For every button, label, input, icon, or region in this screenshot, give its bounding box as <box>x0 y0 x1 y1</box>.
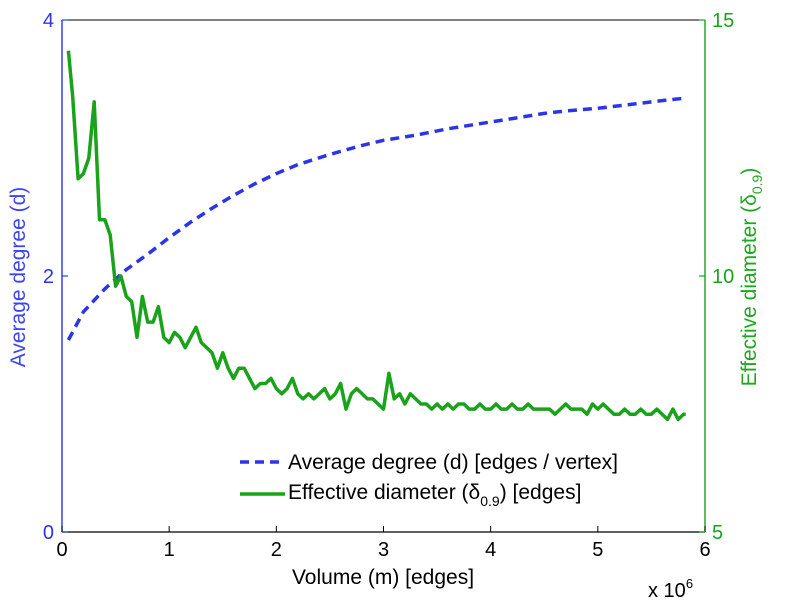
right-y-tick-label: 5 <box>712 522 723 544</box>
series-layer <box>66 50 686 422</box>
right-y-axis-label-end: ) <box>738 168 761 175</box>
x-axis-scale-factor: x 106 <box>648 576 693 600</box>
right-y-tick-label: 15 <box>712 10 734 32</box>
x-tick-label: 6 <box>699 539 710 561</box>
x-tick-label: 2 <box>271 539 282 561</box>
x-tick-label: 0 <box>56 539 67 561</box>
legend-label-subscript: 0.9 <box>480 493 500 509</box>
x-tick-label: 1 <box>164 539 175 561</box>
left-y-tick-label: 4 <box>43 10 54 32</box>
x-tick-label: 4 <box>485 539 496 561</box>
legend: Average degree (d) [edges / vertex] Effe… <box>240 451 618 509</box>
x-tick-label: 3 <box>378 539 389 561</box>
right-y-axis-label-subscript: 0.9 <box>749 174 765 194</box>
legend-label-effective-diameter: Effective diameter (δ0.9) [edges] <box>288 481 581 509</box>
legend-label-end: ) [edges] <box>500 481 582 504</box>
x-axis-label: Volume (m) [edges] <box>292 566 474 589</box>
x-axis-scale-exponent: 6 <box>686 576 693 591</box>
right-y-axis-label: Effective diameter (δ0.9) <box>738 168 765 387</box>
series-line-effective-diameter <box>66 50 686 422</box>
plot-area <box>62 20 705 532</box>
left-y-axis-label: Average degree (d) <box>7 187 30 368</box>
right-y-tick-label: 10 <box>712 266 734 288</box>
x-tick-label: 5 <box>592 539 603 561</box>
left-y-tick-label: 0 <box>43 522 54 544</box>
left-y-tick-label: 2 <box>43 266 54 288</box>
legend-label-average-degree: Average degree (d) [edges / vertex] <box>288 451 618 474</box>
